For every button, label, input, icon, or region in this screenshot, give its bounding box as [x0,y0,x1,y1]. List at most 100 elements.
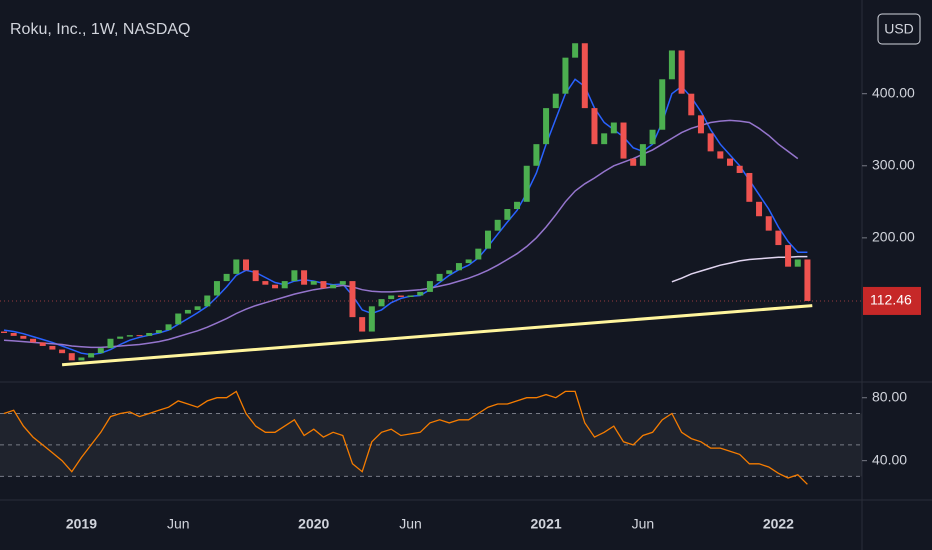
candle-body [330,284,337,289]
x-tick-label: Jun [167,516,190,532]
candle-body [620,122,627,159]
candle-body [697,115,704,134]
y-tick-label: 200.00 [872,229,915,245]
candle-body [155,330,162,333]
candle-body [68,353,75,361]
candle-body [388,295,395,300]
candle-body [407,295,414,297]
candle-body [794,259,801,267]
candle-body [320,281,327,289]
candle-body [426,281,433,292]
candle-body [97,348,104,354]
ma-line [3,119,799,349]
candle-body [659,79,666,130]
y-tick-label: 300.00 [872,156,915,172]
candle-body [243,259,249,271]
candle-body [523,165,530,202]
currency-button[interactable] [877,13,921,45]
candle-body [785,245,792,267]
y-tick-label: 400.00 [872,84,915,100]
candle-body [368,306,375,332]
candle-body [175,313,182,325]
candle-body [301,270,308,285]
candle-body [639,144,646,166]
candle-body [359,317,366,332]
candle-body [417,291,424,296]
candle-body [233,259,240,274]
candle-body [736,165,743,173]
candle-body [223,273,230,282]
currency-label[interactable]: USD [884,21,914,37]
candle-body [775,230,782,246]
candle-body [688,93,695,116]
candle-body [465,259,472,264]
candle-body [485,230,491,249]
candle-body [678,50,685,94]
candle-body [107,338,114,349]
candle-body [281,281,288,289]
candle-body [756,201,763,217]
candle-body [707,133,714,152]
candle-body [717,151,724,159]
last-price-label: 112.46 [870,292,912,308]
x-tick-label: 2021 [531,516,562,532]
candle-body [165,324,172,331]
candle-body [49,345,56,350]
candle-body [194,306,201,310]
candle-body [339,281,346,285]
candle-body [514,201,521,210]
candle-body [591,108,598,145]
candle-body [252,270,259,282]
chart-title: Roku, Inc., 1W, NASDAQ [10,21,191,38]
candle-body [475,248,482,260]
candle-body [543,108,550,145]
rsi-tick-label: 80.00 [872,388,907,404]
candle-body [455,263,462,271]
candle-body [88,353,95,358]
candle-body [10,332,17,336]
candle-body [126,335,133,337]
candle-body [494,219,501,231]
rsi-band [0,413,862,477]
x-tick-label: 2019 [66,516,97,532]
x-tick-label: 2022 [763,516,794,532]
candle-body [630,158,637,166]
candle-body [39,342,46,346]
candle-body [572,43,579,58]
candle-body [349,281,356,318]
x-tick-label: Jun [399,516,422,532]
rsi-line [3,390,808,485]
candle-body [668,50,675,80]
candle-body [601,133,608,145]
candle-body [533,144,540,166]
candle-body [272,284,279,289]
ma-line [671,255,808,283]
candle-body [213,281,220,296]
trend-line [61,304,813,367]
candle-body [562,57,569,94]
candle-body [310,281,317,285]
candle-body [378,299,385,307]
candle-body [504,209,511,220]
candle-body [59,349,66,354]
candle-body [146,332,153,336]
candle-body [262,281,269,285]
candle-body [436,273,443,282]
ma-line [3,78,808,356]
x-tick-label: Jun [632,516,655,532]
candle-body [804,259,811,301]
candle-body [446,270,453,274]
candle-body [765,216,772,231]
candle-body [649,129,656,145]
x-tick-label: 2020 [298,516,329,532]
candle-body [20,335,27,339]
rsi-tick-label: 40.00 [872,451,907,467]
candle-body [397,295,404,297]
candle-body [581,43,588,109]
candle-body [291,270,298,282]
candle-body [78,357,85,361]
last-price-box [863,286,921,315]
